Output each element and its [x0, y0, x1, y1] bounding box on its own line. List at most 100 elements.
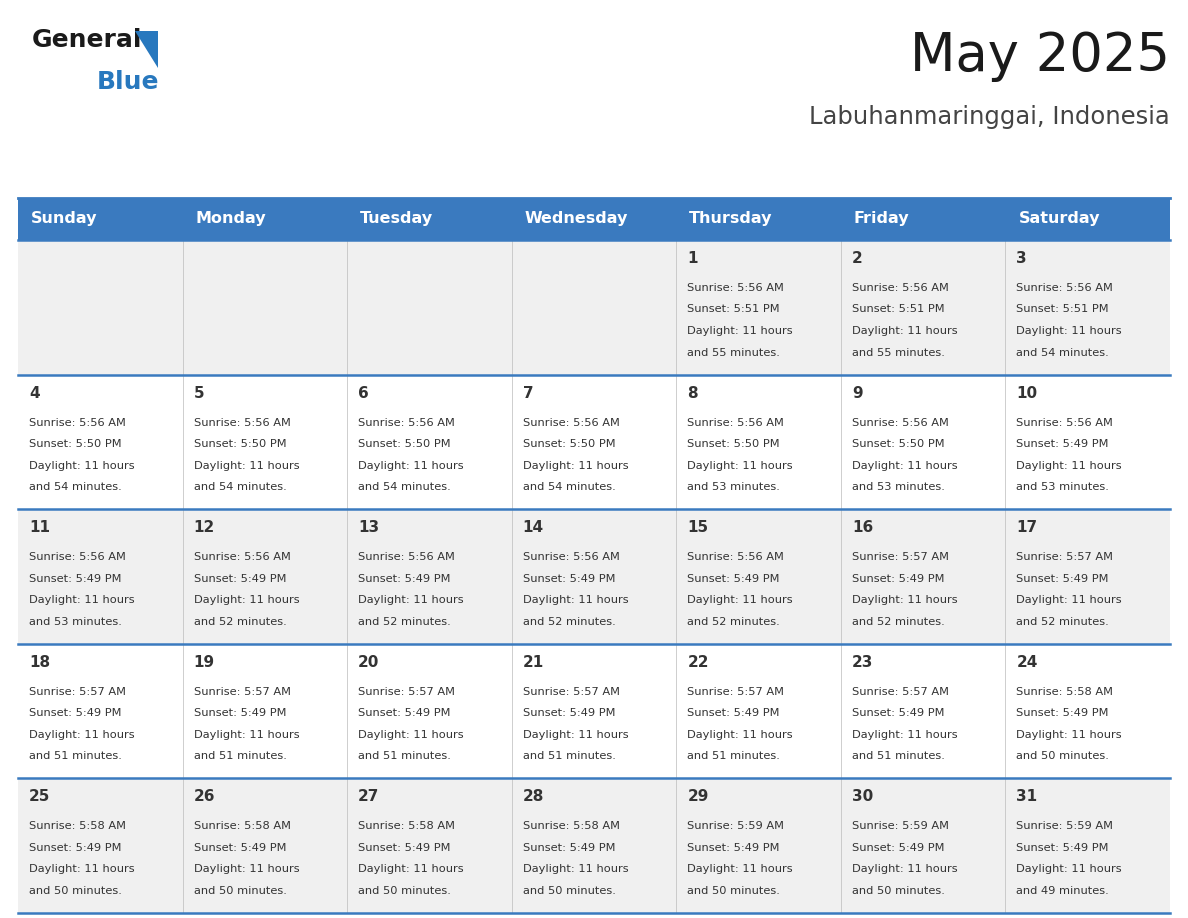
- Text: Sunset: 5:49 PM: Sunset: 5:49 PM: [1017, 574, 1108, 584]
- Text: Sunset: 5:49 PM: Sunset: 5:49 PM: [358, 574, 450, 584]
- Text: Sunset: 5:49 PM: Sunset: 5:49 PM: [358, 709, 450, 718]
- Text: Sunset: 5:50 PM: Sunset: 5:50 PM: [852, 439, 944, 449]
- Text: and 52 minutes.: and 52 minutes.: [358, 617, 451, 627]
- Text: Sunrise: 5:56 AM: Sunrise: 5:56 AM: [358, 418, 455, 428]
- Text: Daylight: 11 hours: Daylight: 11 hours: [194, 865, 299, 875]
- Bar: [183, 198, 347, 240]
- Text: Daylight: 11 hours: Daylight: 11 hours: [523, 865, 628, 875]
- Text: 19: 19: [194, 655, 215, 670]
- Text: and 54 minutes.: and 54 minutes.: [194, 482, 286, 492]
- Text: Sunset: 5:49 PM: Sunset: 5:49 PM: [688, 843, 779, 853]
- Bar: [18, 240, 1170, 375]
- Text: Sunset: 5:49 PM: Sunset: 5:49 PM: [1017, 439, 1108, 449]
- Text: Daylight: 11 hours: Daylight: 11 hours: [852, 595, 958, 605]
- Text: Sunrise: 5:56 AM: Sunrise: 5:56 AM: [688, 418, 784, 428]
- Text: Daylight: 11 hours: Daylight: 11 hours: [358, 865, 463, 875]
- Text: Daylight: 11 hours: Daylight: 11 hours: [523, 730, 628, 740]
- Bar: [18, 198, 183, 240]
- Text: and 53 minutes.: and 53 minutes.: [1017, 482, 1110, 492]
- Text: and 52 minutes.: and 52 minutes.: [523, 617, 615, 627]
- Text: 16: 16: [852, 521, 873, 535]
- Text: Sunrise: 5:57 AM: Sunrise: 5:57 AM: [852, 553, 949, 562]
- Text: 15: 15: [688, 521, 708, 535]
- Text: Sunrise: 5:59 AM: Sunrise: 5:59 AM: [852, 822, 949, 832]
- Text: 8: 8: [688, 386, 697, 400]
- Text: Sunrise: 5:58 AM: Sunrise: 5:58 AM: [29, 822, 126, 832]
- Text: Sunset: 5:49 PM: Sunset: 5:49 PM: [29, 574, 121, 584]
- Text: Sunrise: 5:56 AM: Sunrise: 5:56 AM: [1017, 418, 1113, 428]
- Text: Sunset: 5:50 PM: Sunset: 5:50 PM: [688, 439, 779, 449]
- Text: 24: 24: [1017, 655, 1038, 670]
- Text: and 49 minutes.: and 49 minutes.: [1017, 886, 1110, 896]
- Bar: [18, 778, 1170, 913]
- Text: Sunrise: 5:58 AM: Sunrise: 5:58 AM: [523, 822, 620, 832]
- Text: and 54 minutes.: and 54 minutes.: [358, 482, 451, 492]
- Text: Sunset: 5:49 PM: Sunset: 5:49 PM: [523, 843, 615, 853]
- Text: Daylight: 11 hours: Daylight: 11 hours: [29, 730, 134, 740]
- Text: Daylight: 11 hours: Daylight: 11 hours: [688, 595, 792, 605]
- Text: Sunset: 5:49 PM: Sunset: 5:49 PM: [194, 709, 286, 718]
- Text: General: General: [32, 28, 143, 52]
- Text: and 50 minutes.: and 50 minutes.: [194, 886, 286, 896]
- Text: 14: 14: [523, 521, 544, 535]
- Text: 3: 3: [1017, 251, 1028, 266]
- Text: Sunrise: 5:57 AM: Sunrise: 5:57 AM: [688, 687, 784, 697]
- Text: Sunrise: 5:58 AM: Sunrise: 5:58 AM: [194, 822, 291, 832]
- Text: 17: 17: [1017, 521, 1037, 535]
- Text: Daylight: 11 hours: Daylight: 11 hours: [29, 461, 134, 471]
- Text: Sunset: 5:51 PM: Sunset: 5:51 PM: [852, 305, 944, 315]
- Text: Daylight: 11 hours: Daylight: 11 hours: [852, 730, 958, 740]
- Text: Daylight: 11 hours: Daylight: 11 hours: [194, 595, 299, 605]
- Text: 18: 18: [29, 655, 50, 670]
- Text: Sunrise: 5:59 AM: Sunrise: 5:59 AM: [688, 822, 784, 832]
- Text: 31: 31: [1017, 789, 1037, 804]
- Text: Sunrise: 5:56 AM: Sunrise: 5:56 AM: [852, 283, 949, 293]
- Text: 11: 11: [29, 521, 50, 535]
- Text: 10: 10: [1017, 386, 1037, 400]
- Bar: [1005, 198, 1170, 240]
- Text: Sunset: 5:49 PM: Sunset: 5:49 PM: [29, 843, 121, 853]
- Text: 25: 25: [29, 789, 50, 804]
- Text: Daylight: 11 hours: Daylight: 11 hours: [1017, 595, 1121, 605]
- Text: Sunset: 5:50 PM: Sunset: 5:50 PM: [29, 439, 121, 449]
- Text: Sunset: 5:49 PM: Sunset: 5:49 PM: [852, 709, 944, 718]
- Text: Sunrise: 5:59 AM: Sunrise: 5:59 AM: [1017, 822, 1113, 832]
- Text: 12: 12: [194, 521, 215, 535]
- Text: Thursday: Thursday: [689, 211, 772, 227]
- Text: Sunrise: 5:56 AM: Sunrise: 5:56 AM: [194, 418, 290, 428]
- Text: 2: 2: [852, 251, 862, 266]
- Text: Sunrise: 5:56 AM: Sunrise: 5:56 AM: [852, 418, 949, 428]
- Text: Sunrise: 5:56 AM: Sunrise: 5:56 AM: [29, 418, 126, 428]
- Text: Sunrise: 5:57 AM: Sunrise: 5:57 AM: [29, 687, 126, 697]
- Text: 6: 6: [358, 386, 369, 400]
- Text: Sunrise: 5:56 AM: Sunrise: 5:56 AM: [688, 283, 784, 293]
- Text: Sunset: 5:49 PM: Sunset: 5:49 PM: [523, 574, 615, 584]
- Text: and 52 minutes.: and 52 minutes.: [1017, 617, 1110, 627]
- Text: Saturday: Saturday: [1018, 211, 1100, 227]
- Text: and 50 minutes.: and 50 minutes.: [523, 886, 615, 896]
- Text: Daylight: 11 hours: Daylight: 11 hours: [852, 865, 958, 875]
- Text: Daylight: 11 hours: Daylight: 11 hours: [523, 595, 628, 605]
- Text: Sunset: 5:49 PM: Sunset: 5:49 PM: [29, 709, 121, 718]
- Text: Sunrise: 5:57 AM: Sunrise: 5:57 AM: [358, 687, 455, 697]
- Text: and 53 minutes.: and 53 minutes.: [852, 482, 944, 492]
- Text: and 52 minutes.: and 52 minutes.: [688, 617, 781, 627]
- Text: Sunrise: 5:56 AM: Sunrise: 5:56 AM: [29, 553, 126, 562]
- Text: 20: 20: [358, 655, 379, 670]
- Text: Sunrise: 5:57 AM: Sunrise: 5:57 AM: [523, 687, 620, 697]
- Polygon shape: [135, 31, 158, 68]
- Text: and 52 minutes.: and 52 minutes.: [194, 617, 286, 627]
- Text: Daylight: 11 hours: Daylight: 11 hours: [194, 461, 299, 471]
- Text: Daylight: 11 hours: Daylight: 11 hours: [523, 461, 628, 471]
- Text: Monday: Monday: [196, 211, 266, 227]
- Text: and 50 minutes.: and 50 minutes.: [1017, 751, 1110, 761]
- Text: and 50 minutes.: and 50 minutes.: [688, 886, 781, 896]
- Text: and 51 minutes.: and 51 minutes.: [852, 751, 944, 761]
- Text: and 51 minutes.: and 51 minutes.: [358, 751, 451, 761]
- Text: Sunrise: 5:56 AM: Sunrise: 5:56 AM: [523, 553, 620, 562]
- Text: Sunrise: 5:58 AM: Sunrise: 5:58 AM: [1017, 687, 1113, 697]
- Bar: [18, 509, 1170, 644]
- Text: Sunset: 5:50 PM: Sunset: 5:50 PM: [523, 439, 615, 449]
- Text: Daylight: 11 hours: Daylight: 11 hours: [688, 730, 792, 740]
- Text: and 54 minutes.: and 54 minutes.: [523, 482, 615, 492]
